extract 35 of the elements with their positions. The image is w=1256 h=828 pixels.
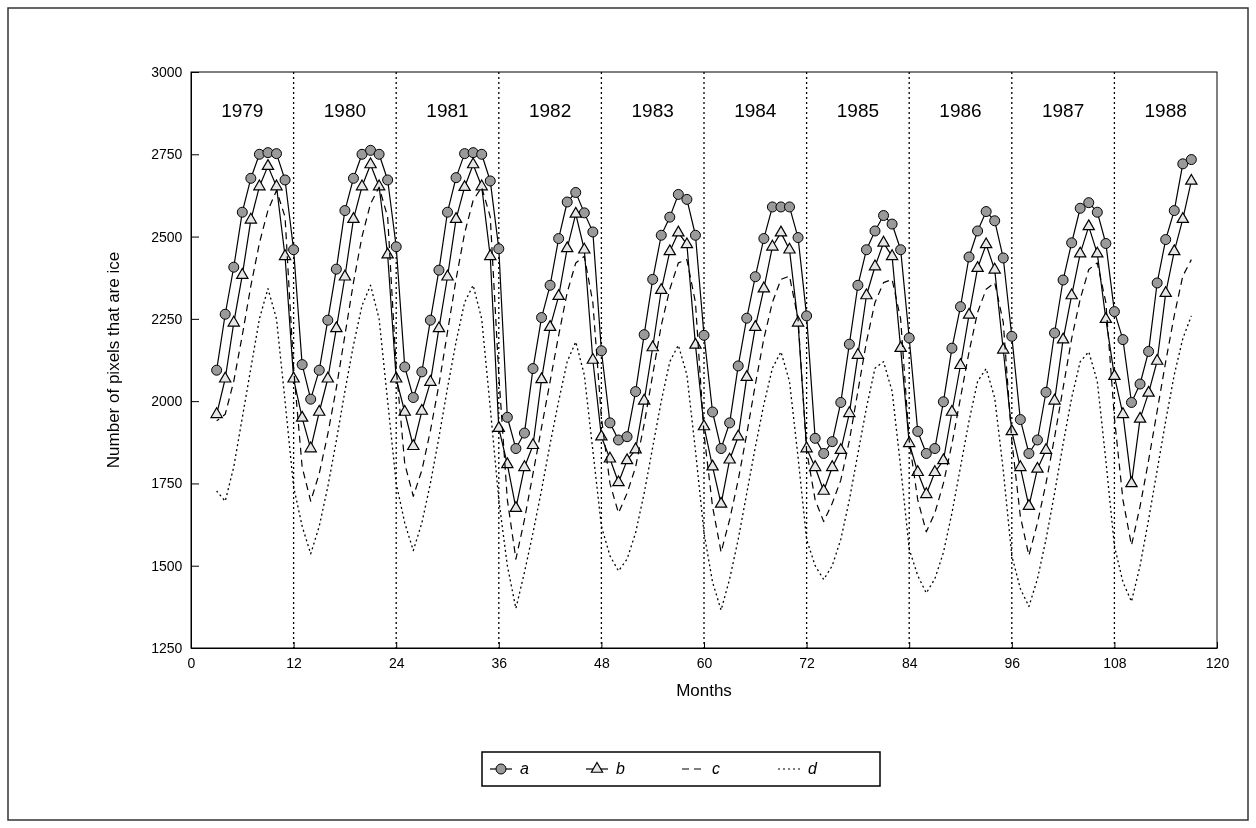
x-tick-label: 60 (696, 654, 713, 671)
x-tick-label: 0 (187, 654, 196, 671)
y-tick-label: 2000 (151, 393, 183, 410)
annotation: 1982 (528, 100, 572, 122)
legend-label: c (712, 760, 720, 777)
annotation: 1987 (1041, 100, 1085, 122)
y-tick-label: 1500 (151, 557, 183, 574)
y-tick-label: 1750 (151, 475, 183, 492)
legend-label: d (808, 760, 818, 777)
legend-label: b (616, 760, 625, 777)
y-tick-label: 3000 (151, 63, 183, 80)
x-tick-label: 12 (286, 654, 303, 671)
x-tick-label: 84 (901, 654, 918, 671)
x-tick-label: 24 (388, 654, 405, 671)
y-tick-label: 1250 (151, 639, 183, 656)
annotation: 1981 (426, 100, 469, 122)
annotation: 1986 (939, 100, 982, 122)
legend-label: a (520, 760, 529, 777)
annotation: 1983 (631, 100, 674, 122)
x-tick-label: 72 (799, 654, 816, 671)
x-tick-label: 120 (1205, 654, 1230, 671)
x-tick-label: 108 (1103, 654, 1127, 671)
annotation: 1979 (221, 100, 264, 122)
x-tick-label: 96 (1004, 654, 1021, 671)
annotation: 1980 (323, 100, 367, 122)
y-axis-title: Number of pixels that are ice (104, 251, 123, 469)
x-tick-label: 36 (491, 654, 508, 671)
annotation: 1985 (836, 100, 880, 122)
y-tick-label: 2750 (151, 146, 183, 163)
x-tick-label: 48 (594, 654, 610, 671)
y-tick-label: 2250 (151, 310, 183, 327)
annotation: 1988 (1144, 100, 1187, 122)
annotation: 1984 (734, 100, 777, 122)
y-tick-label: 2500 (151, 228, 183, 245)
x-axis-title: Months (676, 681, 732, 700)
